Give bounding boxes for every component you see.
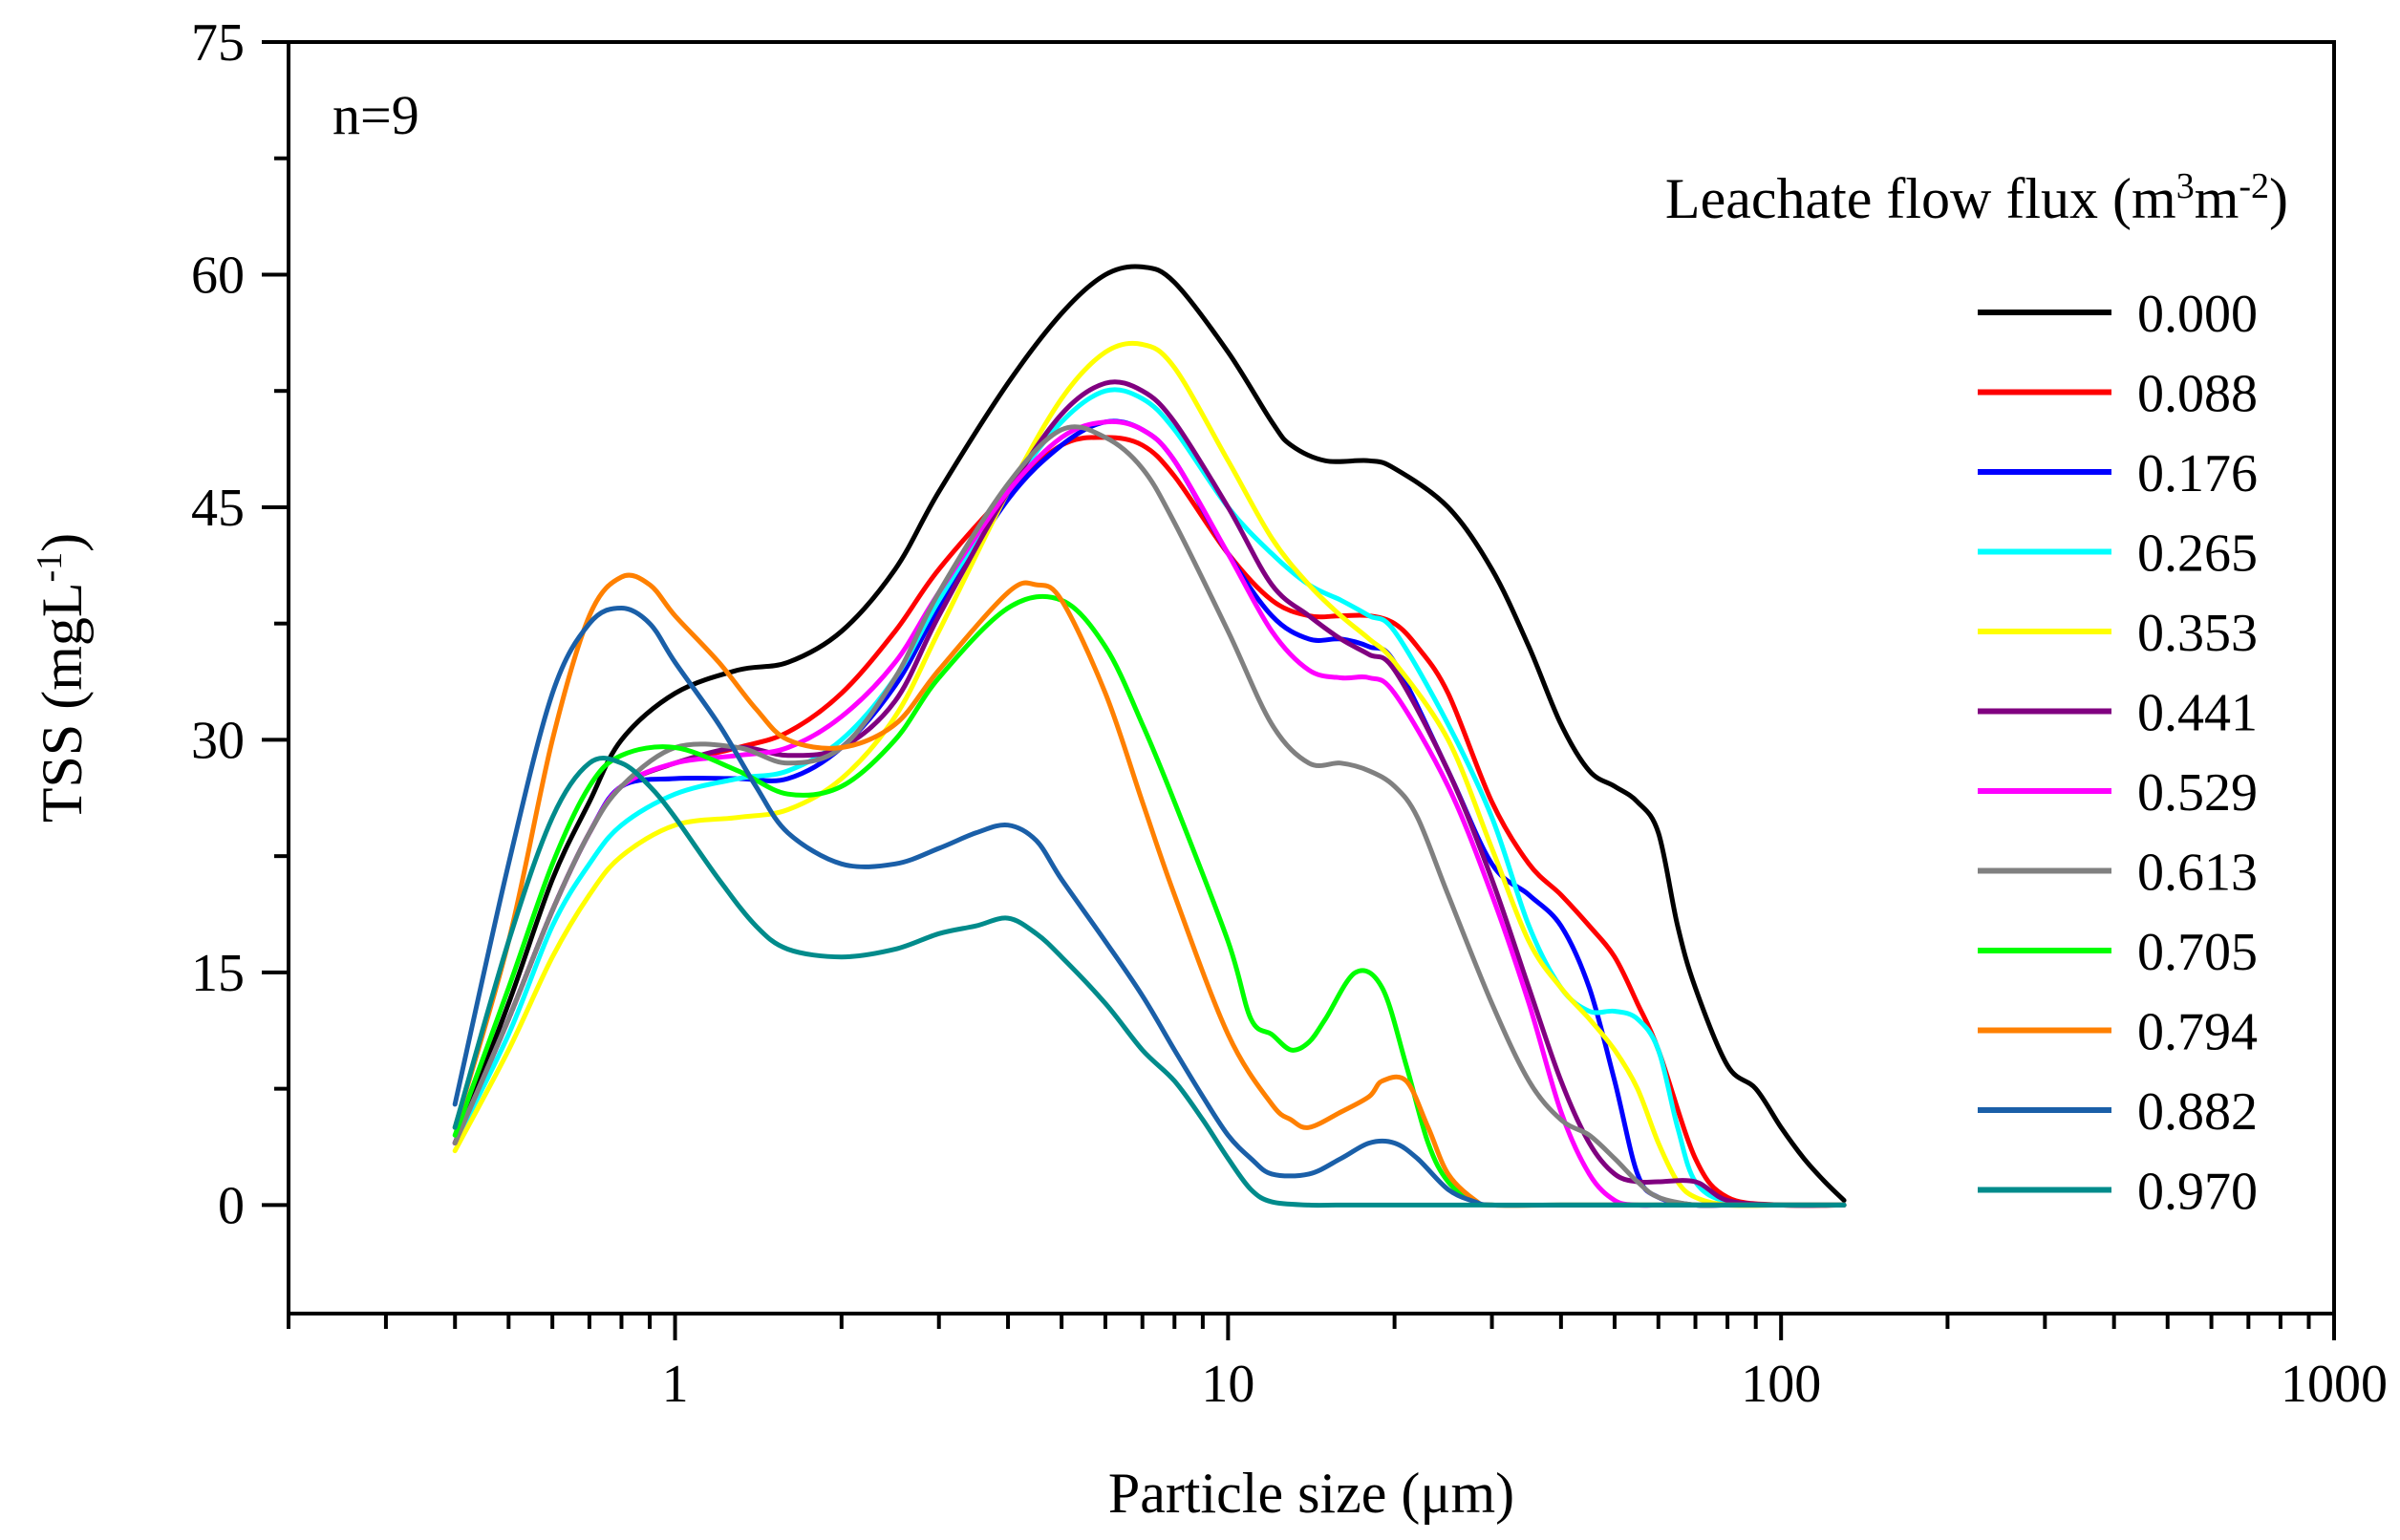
x-axis-ticks: 1 10 100 1000 <box>287 1314 2388 1414</box>
series-lines <box>452 264 1847 1208</box>
legend-title-main: Leachate flow flux (m <box>1665 167 2176 230</box>
legend-label: 0.613 <box>2137 844 2258 903</box>
legend-title-sup1: 3 <box>2176 166 2195 206</box>
series-line-0.000 <box>452 264 1847 1203</box>
y-tick-label: 15 <box>191 944 245 1003</box>
legend-label: 0.529 <box>2137 763 2258 823</box>
series-line-0.265 <box>452 387 1847 1208</box>
y-tick-label: 75 <box>191 13 245 73</box>
y-tick-label: 30 <box>191 711 245 770</box>
series-line-0.353 <box>452 340 1847 1208</box>
series-line-0.882 <box>452 606 1847 1208</box>
legend: Leachate flow flux (m3m-2) 0.000 0.088 0.1… <box>1665 166 2288 1222</box>
y-axis-title-sup: -1 <box>30 552 70 583</box>
x-tick-label: 100 <box>1741 1355 1821 1414</box>
legend-label: 0.265 <box>2137 524 2258 584</box>
plot-frame <box>287 40 2336 1315</box>
series-line-0.705 <box>452 593 1847 1208</box>
y-axis-title-close: ) <box>31 533 94 552</box>
x-axis-title: Particle size (μm) <box>1108 1462 1514 1525</box>
y-tick-label: 45 <box>191 479 245 538</box>
legend-label: 0.000 <box>2137 285 2258 344</box>
legend-title-close: ) <box>2269 167 2288 230</box>
legend-label: 0.705 <box>2137 923 2258 982</box>
series-line-0.529 <box>452 418 1847 1208</box>
x-tick-label: 1 <box>662 1355 689 1414</box>
legend-label: 0.882 <box>2137 1082 2258 1142</box>
legend-label: 0.353 <box>2137 604 2258 663</box>
y-tick-label: 60 <box>191 246 245 305</box>
legend-title-sup2: -2 <box>2239 166 2269 206</box>
series-line-0.970 <box>452 756 1847 1208</box>
legend-items: 0.000 0.088 0.176 0.265 0.353 0.441 0.529 0.613… <box>1978 285 2258 1222</box>
legend-label: 0.970 <box>2137 1163 2258 1222</box>
legend-label: 0.088 <box>2137 365 2258 424</box>
y-axis-title-main: TSS (mgL <box>31 582 94 823</box>
series-line-0.613 <box>452 424 1847 1208</box>
legend-label: 0.441 <box>2137 684 2258 743</box>
sample-size-annotation: n=9 <box>332 84 419 146</box>
legend-label: 0.176 <box>2137 444 2258 503</box>
legend-title: Leachate flow flux (m3m-2) <box>1665 166 2288 230</box>
y-axis-title: TSS (mgL-1) <box>30 533 94 823</box>
x-tick-label: 1000 <box>2281 1355 2388 1414</box>
series-line-0.794 <box>452 572 1847 1208</box>
y-axis-ticks: 0 15 30 45 60 75 <box>191 13 289 1235</box>
legend-label: 0.794 <box>2137 1003 2258 1062</box>
legend-title-mid: m <box>2195 167 2239 230</box>
y-tick-label: 0 <box>218 1176 245 1235</box>
x-tick-label: 10 <box>1201 1355 1254 1414</box>
